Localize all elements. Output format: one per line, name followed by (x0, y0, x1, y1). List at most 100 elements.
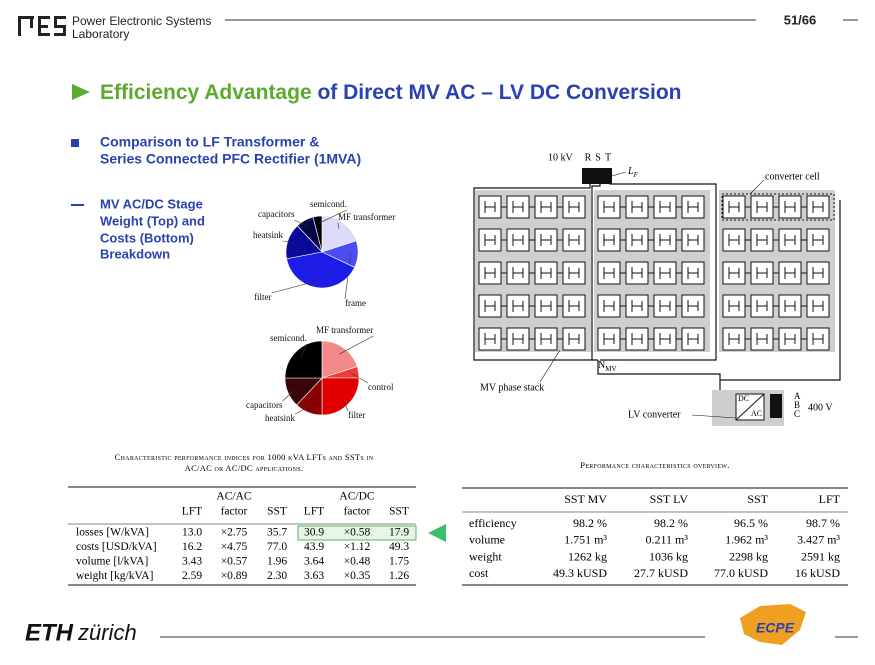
cell-symbol (812, 234, 824, 246)
cell-symbol (568, 201, 580, 213)
cell-symbol (540, 333, 552, 345)
inductor-symbol: L (627, 166, 634, 177)
table-caption: Characteristic performance indices for 1… (115, 452, 374, 462)
table-row-label: weight [kg/kVA] (76, 570, 153, 582)
cell-symbol (784, 267, 796, 279)
cell-symbol (484, 234, 496, 246)
leader-line (337, 222, 340, 229)
highlight-box (297, 525, 417, 541)
table-row-label: cost (469, 566, 489, 580)
cell-symbol (603, 201, 615, 213)
table-cell: ×2.75 (221, 527, 248, 539)
pie-label: capacitors (246, 400, 283, 410)
converter-cell-label: converter cell (765, 171, 820, 182)
cell-symbol (728, 234, 740, 246)
leader-line (691, 414, 737, 419)
table-row-label: costs [USD/kVA] (76, 541, 157, 553)
cell-symbol (631, 234, 643, 246)
ac-label: AC (751, 409, 762, 418)
pie-slice (312, 215, 323, 253)
output-label: A (794, 391, 801, 401)
table-cell: 3.43 (182, 556, 202, 568)
tables: Characteristic performance indices for 1… (68, 452, 848, 586)
bullet-text: Series Connected PFC Rectifier (1MVA) (100, 151, 361, 167)
pie-label: MF transformer (316, 325, 373, 335)
phase-label: R (585, 152, 592, 163)
pie-slice (321, 377, 360, 416)
cell-symbol (603, 333, 615, 345)
leader-line (339, 335, 374, 355)
pie-label: control (368, 382, 394, 392)
cell-symbol (540, 234, 552, 246)
pie-label: MF transformer (338, 212, 395, 222)
table-cell: 1036 kg (649, 549, 688, 563)
cell-symbol (756, 267, 768, 279)
cell-symbol (687, 267, 699, 279)
pie-slice (321, 340, 358, 379)
output-label: C (794, 409, 800, 419)
table-cell: 98.2 % (654, 516, 688, 530)
cell-symbol (728, 333, 740, 345)
cell-symbol (812, 300, 824, 312)
table-cell: 16.2 (182, 541, 202, 553)
cell-symbol (812, 333, 824, 345)
cell-symbol (728, 201, 740, 213)
table-cell: 2591 kg (801, 549, 840, 563)
table-cell: 13.0 (182, 527, 202, 539)
cell-symbol (484, 333, 496, 345)
cell-symbol (728, 267, 740, 279)
cell-symbol (631, 267, 643, 279)
table-cell: 1.96 (267, 556, 287, 568)
pie-label: heatsink (265, 413, 295, 423)
cell-symbol (512, 201, 524, 213)
pie-label: heatsink (253, 230, 283, 240)
cell-symbol (756, 201, 768, 213)
table-cell: ×0.57 (221, 556, 248, 568)
mv-voltage: 10 kV (548, 152, 574, 163)
cell-symbol (631, 300, 643, 312)
cell-symbol (728, 300, 740, 312)
neutral-label: NMV (598, 360, 617, 372)
cell-symbol (540, 267, 552, 279)
table-cell: ×1.12 (344, 541, 371, 553)
cell-symbol (603, 234, 615, 246)
table-cell: 98.7 % (806, 516, 840, 530)
phase-label: T (605, 152, 611, 163)
leader-line (318, 209, 347, 224)
cell-symbol (484, 201, 496, 213)
table-row-label: efficiency (469, 516, 517, 530)
cell-symbol (784, 333, 796, 345)
table-cell: 43.9 (304, 541, 324, 553)
cell-symbol (812, 267, 824, 279)
table-group-header: AC/DC (339, 491, 374, 503)
table-cell: ×0.35 (344, 570, 371, 582)
cell-symbol (687, 234, 699, 246)
leader-line (342, 398, 349, 412)
leader-line (282, 389, 296, 402)
cell-symbol (659, 201, 671, 213)
cell-symbol (784, 201, 796, 213)
title-arrow (72, 84, 90, 100)
lv-voltage: 400 V (808, 402, 833, 413)
sub-bullet-text: Weight (Top) and (100, 213, 205, 228)
neutral-subscript: MV (605, 365, 616, 373)
cell-symbol (687, 300, 699, 312)
neutral-symbol: N (598, 360, 605, 371)
cell-symbol (512, 300, 524, 312)
sub-bullet-text: Costs (Bottom) (100, 230, 194, 245)
cell-symbol (603, 300, 615, 312)
lab-name: Laboratory (72, 27, 129, 41)
cell-symbol (784, 300, 796, 312)
cell-symbol (756, 234, 768, 246)
pes-logo (18, 16, 66, 36)
table-cell: 17.9 (389, 527, 409, 539)
cell-symbol (484, 300, 496, 312)
inductor (582, 168, 612, 184)
cell-symbol (484, 267, 496, 279)
cell-symbol (659, 267, 671, 279)
inductor-label: LF (627, 166, 639, 178)
leader-line (294, 405, 312, 415)
table-cell: 3.63 (304, 570, 324, 582)
